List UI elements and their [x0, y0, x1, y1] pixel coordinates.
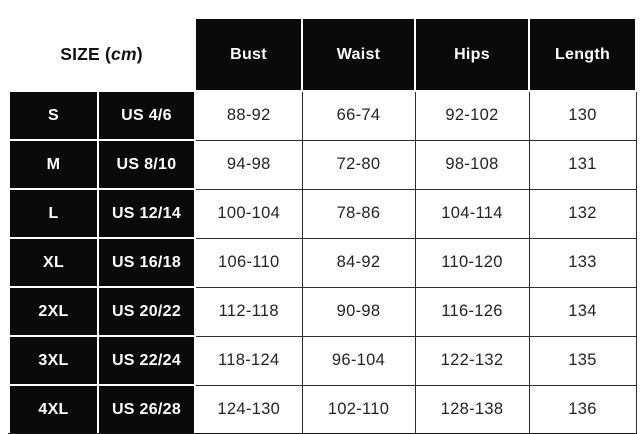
us-size-cell: US 16/18: [97, 237, 196, 288]
table-row: 4XL US 26/28 124-130 102-110 128-138 136: [8, 384, 637, 434]
us-size-cell: US 20/22: [97, 286, 196, 337]
header-row: SIZE (cm) Bust Waist Hips Length: [9, 17, 637, 92]
table-row: S US 4/6 88-92 66-74 92-102 130: [8, 90, 637, 141]
column-header-length: Length: [528, 17, 637, 92]
length-value-cell: 134: [528, 286, 637, 337]
waist-value-cell: 66-74: [301, 90, 416, 141]
size-label-cell: M: [8, 139, 99, 190]
column-header-bust: Bust: [194, 17, 303, 92]
us-size-cell: US 12/14: [97, 188, 196, 239]
bust-value-cell: 106-110: [194, 237, 303, 288]
us-size-cell: US 8/10: [97, 139, 196, 190]
hips-value-cell: 104-114: [414, 188, 530, 239]
bust-value-cell: 100-104: [194, 188, 303, 239]
table-header: SIZE (cm) Bust Waist Hips Length: [9, 17, 637, 92]
us-size-cell: US 26/28: [97, 384, 196, 434]
length-value-cell: 132: [528, 188, 637, 239]
length-value-cell: 133: [528, 237, 637, 288]
hips-value-cell: 92-102: [414, 90, 530, 141]
size-label-cell: 2XL: [8, 286, 99, 337]
size-label-cell: S: [8, 90, 99, 141]
waist-value-cell: 90-98: [301, 286, 416, 337]
bust-value-cell: 124-130: [194, 384, 303, 434]
size-unit-header: SIZE (cm): [9, 18, 195, 91]
size-table-body: S US 4/6 88-92 66-74 92-102 130 M US 8/1…: [8, 90, 637, 434]
waist-value-cell: 84-92: [301, 237, 416, 288]
hips-value-cell: 128-138: [414, 384, 530, 434]
table-row: L US 12/14 100-104 78-86 104-114 132: [8, 188, 637, 239]
bust-value-cell: 118-124: [194, 335, 303, 386]
waist-value-cell: 102-110: [301, 384, 416, 434]
size-label-cell: 3XL: [8, 335, 99, 386]
size-label-cell: L: [8, 188, 99, 239]
size-title-suffix: ): [136, 43, 143, 64]
us-size-cell: US 22/24: [97, 335, 196, 386]
hips-value-cell: 98-108: [414, 139, 530, 190]
waist-value-cell: 72-80: [301, 139, 416, 190]
us-size-cell: US 4/6: [97, 90, 196, 141]
hips-value-cell: 122-132: [414, 335, 530, 386]
bust-value-cell: 94-98: [194, 139, 303, 190]
waist-value-cell: 78-86: [301, 188, 416, 239]
size-title-prefix: SIZE (: [60, 43, 112, 64]
length-value-cell: 135: [528, 335, 637, 386]
size-unit-label: cm: [111, 43, 137, 64]
table-row: 2XL US 20/22 112-118 90-98 116-126 134: [8, 286, 637, 337]
size-chart-table: SIZE (cm) Bust Waist Hips Length S US 4/…: [8, 17, 637, 434]
hips-value-cell: 116-126: [414, 286, 530, 337]
table-row: 3XL US 22/24 118-124 96-104 122-132 135: [8, 335, 637, 386]
hips-value-cell: 110-120: [414, 237, 530, 288]
size-label-cell: 4XL: [8, 384, 99, 434]
table-row: XL US 16/18 106-110 84-92 110-120 133: [8, 237, 637, 288]
waist-value-cell: 96-104: [301, 335, 416, 386]
bust-value-cell: 112-118: [194, 286, 303, 337]
column-header-waist: Waist: [301, 17, 416, 92]
length-value-cell: 130: [528, 90, 637, 141]
table-row: M US 8/10 94-98 72-80 98-108 131: [8, 139, 637, 190]
column-header-hips: Hips: [414, 17, 530, 92]
bust-value-cell: 88-92: [194, 90, 303, 141]
length-value-cell: 131: [528, 139, 637, 190]
length-value-cell: 136: [528, 384, 637, 434]
size-label-cell: XL: [8, 237, 99, 288]
